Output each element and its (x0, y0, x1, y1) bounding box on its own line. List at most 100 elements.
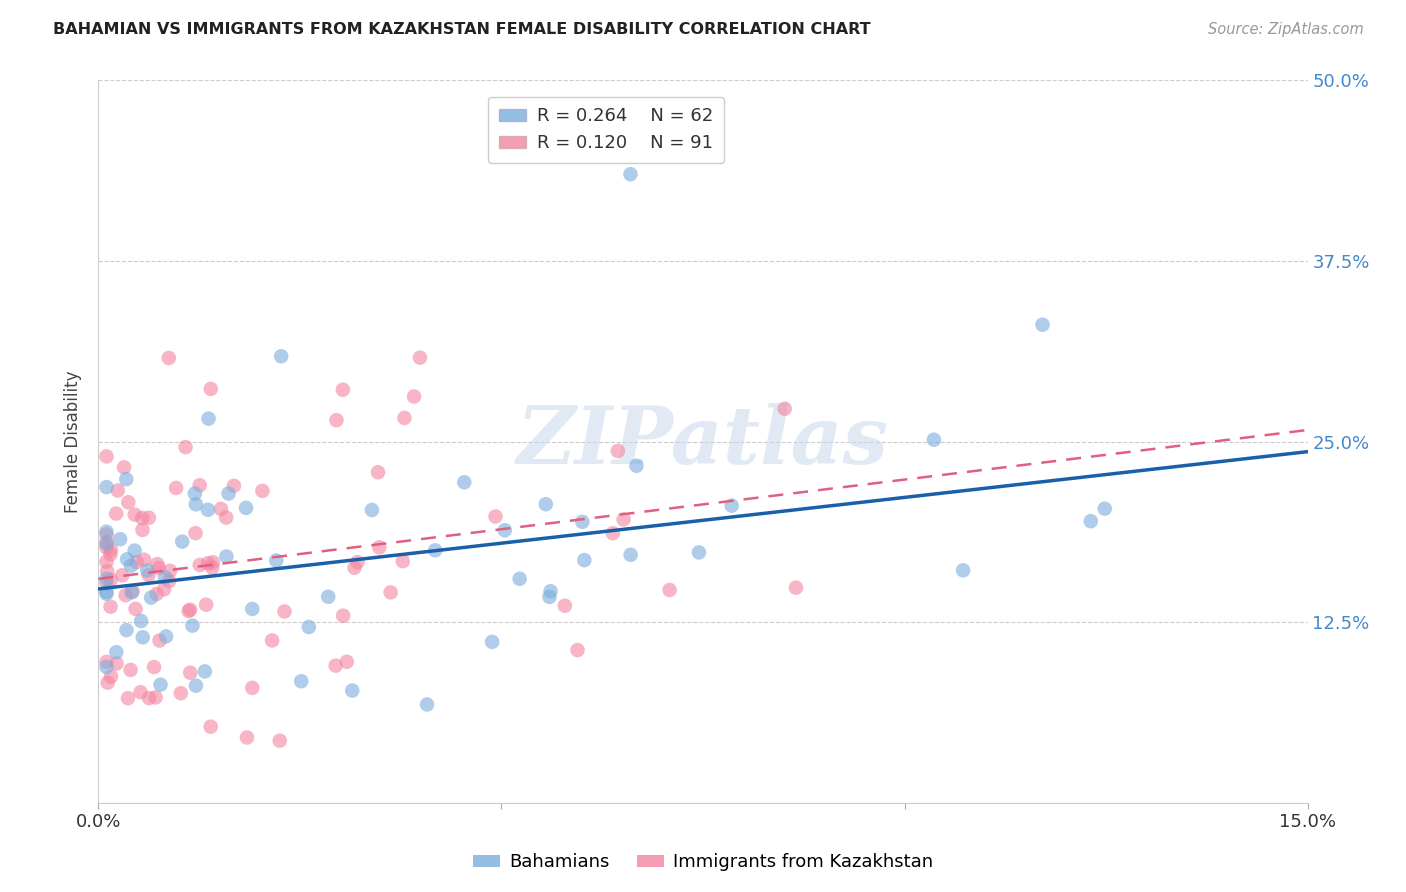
Immigrants from Kazakhstan (179, 665, 201, 680)
Immigrants from Kazakhstan (269, 733, 291, 747)
Bahamians (105, 645, 128, 659)
Immigrants from Kazakhstan (96, 576, 118, 591)
Immigrants from Kazakhstan (125, 555, 148, 569)
Bahamians (129, 614, 152, 628)
Immigrants from Kazakhstan (146, 557, 169, 571)
Immigrants from Kazakhstan (602, 526, 624, 541)
Immigrants from Kazakhstan (124, 602, 146, 616)
Bahamians (96, 480, 118, 494)
Immigrants from Kazakhstan (96, 555, 118, 569)
Immigrants from Kazakhstan (200, 720, 222, 734)
Bahamians (155, 629, 177, 643)
Immigrants from Kazakhstan (773, 401, 796, 416)
Bahamians (316, 590, 339, 604)
Immigrants from Kazakhstan (188, 478, 211, 492)
Immigrants from Kazakhstan (325, 413, 347, 427)
Immigrants from Kazakhstan (100, 599, 122, 614)
Immigrants from Kazakhstan (658, 582, 681, 597)
Immigrants from Kazakhstan (131, 511, 153, 525)
Text: Source: ZipAtlas.com: Source: ZipAtlas.com (1208, 22, 1364, 37)
Bahamians (96, 587, 118, 601)
Bahamians (361, 503, 384, 517)
Immigrants from Kazakhstan (325, 658, 347, 673)
Immigrants from Kazakhstan (117, 495, 139, 509)
Immigrants from Kazakhstan (100, 547, 122, 561)
Text: ZIPatlas: ZIPatlas (517, 403, 889, 480)
Immigrants from Kazakhstan (606, 443, 628, 458)
Bahamians (184, 497, 207, 511)
Immigrants from Kazakhstan (188, 558, 211, 572)
Immigrants from Kazakhstan (138, 691, 160, 706)
Immigrants from Kazakhstan (184, 526, 207, 541)
Bahamians (121, 585, 143, 599)
Bahamians (181, 618, 204, 632)
Bahamians (453, 475, 475, 490)
Bahamians (481, 635, 503, 649)
Immigrants from Kazakhstan (132, 553, 155, 567)
Bahamians (1031, 318, 1053, 332)
Text: BAHAMIAN VS IMMIGRANTS FROM KAZAKHSTAN FEMALE DISABILITY CORRELATION CHART: BAHAMIAN VS IMMIGRANTS FROM KAZAKHSTAN F… (53, 22, 872, 37)
Immigrants from Kazakhstan (236, 731, 259, 745)
Bahamians (197, 411, 219, 425)
Immigrants from Kazakhstan (114, 588, 136, 602)
Immigrants from Kazakhstan (404, 390, 426, 404)
Immigrants from Kazakhstan (332, 383, 354, 397)
Bahamians (215, 549, 238, 564)
Immigrants from Kazakhstan (121, 584, 143, 599)
Immigrants from Kazakhstan (367, 465, 389, 479)
Bahamians (108, 532, 131, 546)
Immigrants from Kazakhstan (201, 555, 224, 569)
Immigrants from Kazakhstan (336, 655, 359, 669)
Immigrants from Kazakhstan (165, 481, 187, 495)
Immigrants from Kazakhstan (215, 510, 238, 524)
Immigrants from Kazakhstan (262, 633, 284, 648)
Immigrants from Kazakhstan (100, 669, 122, 683)
Immigrants from Kazakhstan (96, 527, 118, 541)
Immigrants from Kazakhstan (143, 660, 166, 674)
Bahamians (688, 545, 710, 559)
Bahamians (96, 524, 118, 539)
Bahamians (96, 660, 118, 674)
Immigrants from Kazakhstan (346, 555, 368, 569)
Immigrants from Kazakhstan (201, 560, 224, 574)
Immigrants from Kazakhstan (785, 581, 807, 595)
Immigrants from Kazakhstan (105, 657, 128, 671)
Immigrants from Kazakhstan (484, 509, 506, 524)
Bahamians (124, 543, 146, 558)
Bahamians (264, 553, 287, 567)
Bahamians (184, 486, 207, 500)
Immigrants from Kazakhstan (97, 675, 120, 690)
Bahamians (1094, 501, 1116, 516)
Immigrants from Kazakhstan (120, 663, 142, 677)
Bahamians (571, 515, 593, 529)
Legend: Bahamians, Immigrants from Kazakhstan: Bahamians, Immigrants from Kazakhstan (465, 847, 941, 879)
Immigrants from Kazakhstan (197, 557, 219, 571)
Immigrants from Kazakhstan (100, 542, 122, 557)
Immigrants from Kazakhstan (394, 411, 416, 425)
Immigrants from Kazakhstan (112, 460, 135, 475)
Immigrants from Kazakhstan (145, 587, 167, 601)
Immigrants from Kazakhstan (148, 561, 170, 575)
Bahamians (172, 534, 194, 549)
Immigrants from Kazakhstan (159, 564, 181, 578)
Y-axis label: Female Disability: Female Disability (65, 370, 83, 513)
Bahamians (626, 458, 648, 473)
Immigrants from Kazakhstan (117, 691, 139, 706)
Bahamians (534, 497, 557, 511)
Immigrants from Kazakhstan (177, 604, 200, 618)
Bahamians (620, 548, 643, 562)
Bahamians (96, 537, 118, 551)
Bahamians (115, 472, 138, 486)
Immigrants from Kazakhstan (148, 633, 170, 648)
Immigrants from Kazakhstan (252, 483, 274, 498)
Bahamians (952, 563, 974, 577)
Immigrants from Kazakhstan (222, 479, 245, 493)
Bahamians (298, 620, 321, 634)
Bahamians (197, 502, 219, 516)
Bahamians (342, 683, 364, 698)
Bahamians (270, 349, 292, 363)
Immigrants from Kazakhstan (124, 508, 146, 522)
Immigrants from Kazakhstan (174, 440, 197, 454)
Immigrants from Kazakhstan (145, 690, 167, 705)
Immigrants from Kazakhstan (179, 603, 201, 617)
